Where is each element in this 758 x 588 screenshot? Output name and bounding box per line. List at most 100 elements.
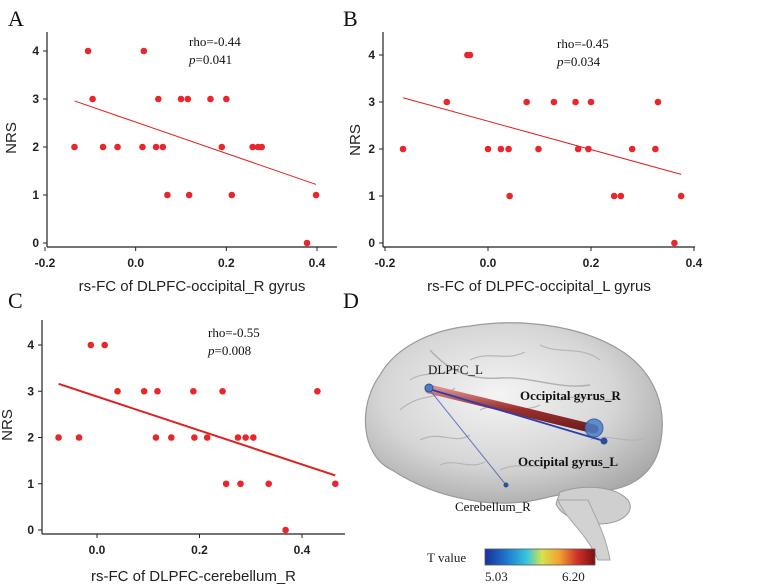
scatter-panel-c: 0 1 2 3 4 0.0 0.2 0.4 NRS rs-FC of DLPFC-cerebell…	[0, 320, 345, 585]
data-point	[466, 51, 474, 59]
data-point	[140, 47, 148, 55]
p-value: =0.034	[564, 54, 601, 69]
y-axis-label: NRS	[347, 124, 364, 156]
data-point	[587, 98, 595, 106]
y-tick-label: 4	[32, 44, 39, 58]
y-axis-label: NRS	[3, 122, 20, 154]
x-tick-label: 0.4	[686, 256, 703, 270]
data-point	[652, 145, 659, 153]
data-point	[332, 480, 339, 488]
data-point	[55, 434, 62, 441]
y-tick-label: 2	[368, 142, 375, 156]
data-point	[139, 143, 146, 151]
data-point	[628, 145, 636, 153]
p-symbol: p	[556, 54, 564, 69]
node-label-occipital-r: Occipital gyrus_R	[520, 388, 621, 403]
scatter-panel-b: 0 1 2 3 4 -0.2 0.0 0.2 0.4 NRS rs-FC of DLPFC-occi…	[347, 32, 703, 295]
y-tick-label: 0	[32, 236, 39, 250]
data-point	[303, 239, 311, 247]
data-point	[190, 387, 197, 395]
panel-letter-b: B	[343, 6, 358, 31]
panel-letter-c: C	[8, 288, 23, 313]
data-point	[282, 526, 289, 534]
data-point	[89, 95, 96, 103]
data-point	[617, 192, 625, 200]
x-axis-label: rs-FC of DLPFC-occipital_L gyrus	[427, 278, 651, 295]
node-label-occipital-l: Occipital gyrus_L	[518, 454, 618, 469]
t-value-colorbar: T value 5.03 6.20	[427, 548, 596, 584]
data-point	[207, 95, 214, 103]
y-tick-label: 2	[32, 140, 39, 154]
data-point	[71, 143, 78, 151]
rho-annotation: rho=-0.44	[189, 34, 241, 49]
x-tick-label: 0.2	[191, 543, 208, 557]
data-point	[184, 95, 192, 103]
data-point	[312, 191, 320, 199]
x-tick-label: 0.0	[480, 256, 497, 270]
data-point	[154, 387, 161, 395]
data-point	[218, 143, 226, 151]
data-point	[585, 145, 592, 153]
data-point	[497, 145, 505, 153]
data-point	[249, 143, 256, 151]
x-axis-label: rs-FC of DLPFC-cerebellum_R	[91, 568, 296, 585]
data-point	[159, 143, 167, 151]
data-point	[152, 434, 160, 441]
data-point	[574, 145, 582, 153]
data-point	[223, 95, 230, 103]
data-point	[191, 434, 198, 441]
data-point	[572, 98, 579, 106]
y-tick-label: 1	[32, 188, 39, 202]
data-point	[242, 434, 249, 441]
data-point	[399, 145, 407, 153]
data-point	[219, 387, 226, 395]
data-point	[535, 145, 542, 153]
y-tick-label: 0	[368, 236, 375, 250]
data-point	[237, 480, 244, 488]
x-tick-label: -0.2	[375, 256, 396, 270]
y-tick-label: 4	[368, 48, 375, 62]
data-point	[250, 434, 257, 441]
data-point	[671, 239, 678, 247]
y-tick-label: 0	[27, 523, 34, 537]
p-symbol: p	[207, 343, 215, 358]
p-value-annotation: p=0.041	[188, 52, 232, 67]
data-point	[484, 145, 492, 153]
brain-icon	[364, 322, 663, 561]
panel-letter-d: D	[343, 288, 359, 313]
data-point	[228, 191, 236, 199]
data-point	[185, 191, 193, 199]
p-value-annotation: p=0.034	[556, 54, 601, 69]
p-symbol: p	[188, 52, 196, 67]
p-value-annotation: p=0.008	[207, 343, 251, 358]
p-value: =0.008	[215, 343, 252, 358]
x-tick-label: 0.4	[294, 543, 311, 557]
data-point	[152, 143, 160, 151]
data-point	[222, 480, 230, 488]
y-tick-label: 3	[32, 92, 39, 106]
colorbar-min: 5.03	[485, 569, 508, 584]
y-tick-label: 1	[368, 189, 375, 203]
regression-line	[74, 100, 317, 185]
data-point	[610, 192, 618, 200]
data-point	[443, 98, 451, 106]
y-tick-label: 3	[368, 95, 375, 109]
regression-line	[402, 97, 682, 175]
data-point	[114, 387, 121, 395]
rho-annotation: rho=-0.55	[208, 325, 260, 340]
regression-line	[58, 382, 336, 477]
data-point	[234, 434, 242, 441]
data-point	[168, 434, 175, 441]
data-point	[155, 95, 162, 103]
data-point	[87, 341, 95, 349]
x-tick-label: 0.0	[89, 543, 106, 557]
y-tick-label: 1	[27, 477, 34, 491]
node-label-dlpfc-l: DLPFC_L	[428, 362, 483, 377]
data-point	[164, 191, 171, 199]
panel-letter-a: A	[8, 6, 24, 31]
data-point	[114, 143, 121, 151]
data-point	[550, 98, 558, 106]
data-point	[258, 143, 265, 151]
x-tick-label: 0.4	[309, 256, 326, 270]
